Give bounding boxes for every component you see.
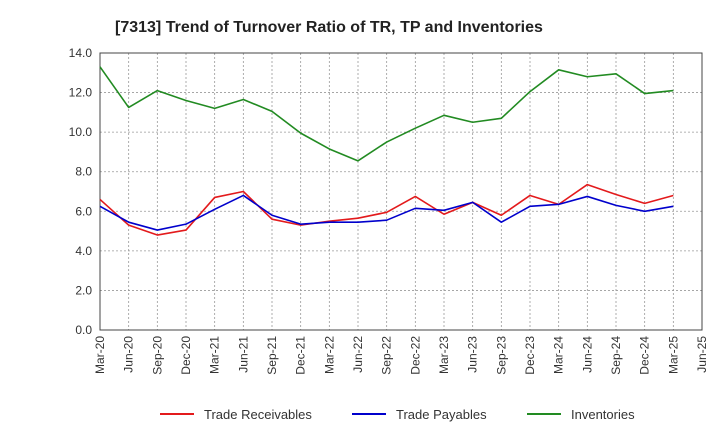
x-tick-label: Sep-23 [494, 336, 508, 375]
x-tick-label: Sep-20 [150, 336, 164, 375]
series-lines [99, 66, 674, 236]
legend: Trade Receivables Trade Payables Inventori… [160, 407, 635, 422]
x-tick-label: Jun-21 [236, 336, 250, 373]
x-tick-label: Jun-25 [695, 336, 709, 373]
x-tick-labels: Mar-20 Jun-20 Sep-20 Dec-20 Mar-21 Jun-21 Sep-… [93, 336, 709, 375]
x-tick-label: Mar-23 [437, 336, 451, 374]
y-tick-label: 10.0 [69, 125, 93, 139]
y-tick-label: 6.0 [75, 204, 92, 218]
axes [99, 52, 703, 331]
x-tick-label: Sep-21 [265, 336, 279, 375]
x-tick-label: Jun-20 [122, 336, 136, 373]
x-tick-label: Dec-20 [179, 336, 193, 375]
x-tick-label: Jun-22 [351, 336, 365, 373]
y-tick-label: 0.0 [75, 323, 92, 337]
y-tick-label: 14.0 [69, 46, 93, 60]
x-tick-label: Dec-21 [294, 336, 308, 375]
x-tick-label: Mar-24 [552, 336, 566, 374]
x-tick-label: Jun-24 [580, 336, 594, 373]
y-tick-label: 12.0 [69, 86, 93, 100]
x-tick-label: Jun-23 [466, 336, 480, 373]
x-tick-label: Dec-23 [523, 336, 537, 375]
x-tick-label: Mar-22 [322, 336, 336, 374]
plot-frame [99, 52, 703, 331]
x-tick-label: Dec-24 [638, 336, 652, 375]
series-line-trade-payables [99, 194, 674, 231]
x-tick-label: Dec-22 [408, 336, 422, 375]
legend-label: Inventories [571, 407, 635, 422]
x-tick-label: Sep-22 [380, 336, 394, 375]
y-tick-label: 4.0 [75, 244, 92, 258]
x-tick-label: Mar-21 [208, 336, 222, 374]
chart-title: [7313] Trend of Turnover Ratio of TR, TP… [115, 19, 543, 36]
legend-label: Trade Payables [396, 407, 487, 422]
y-tick-label: 8.0 [75, 165, 92, 179]
x-tick-label: Mar-20 [93, 336, 107, 374]
grid-lines [100, 52, 702, 330]
series-line-inventories [99, 66, 674, 162]
y-tick-labels: 0.0 2.0 4.0 6.0 8.0 10.0 12.0 14.0 [69, 46, 93, 337]
y-tick-label: 2.0 [75, 283, 92, 297]
x-tick-label: Mar-25 [666, 336, 680, 374]
legend-label: Trade Receivables [204, 407, 312, 422]
x-tick-label: Sep-24 [609, 336, 623, 375]
